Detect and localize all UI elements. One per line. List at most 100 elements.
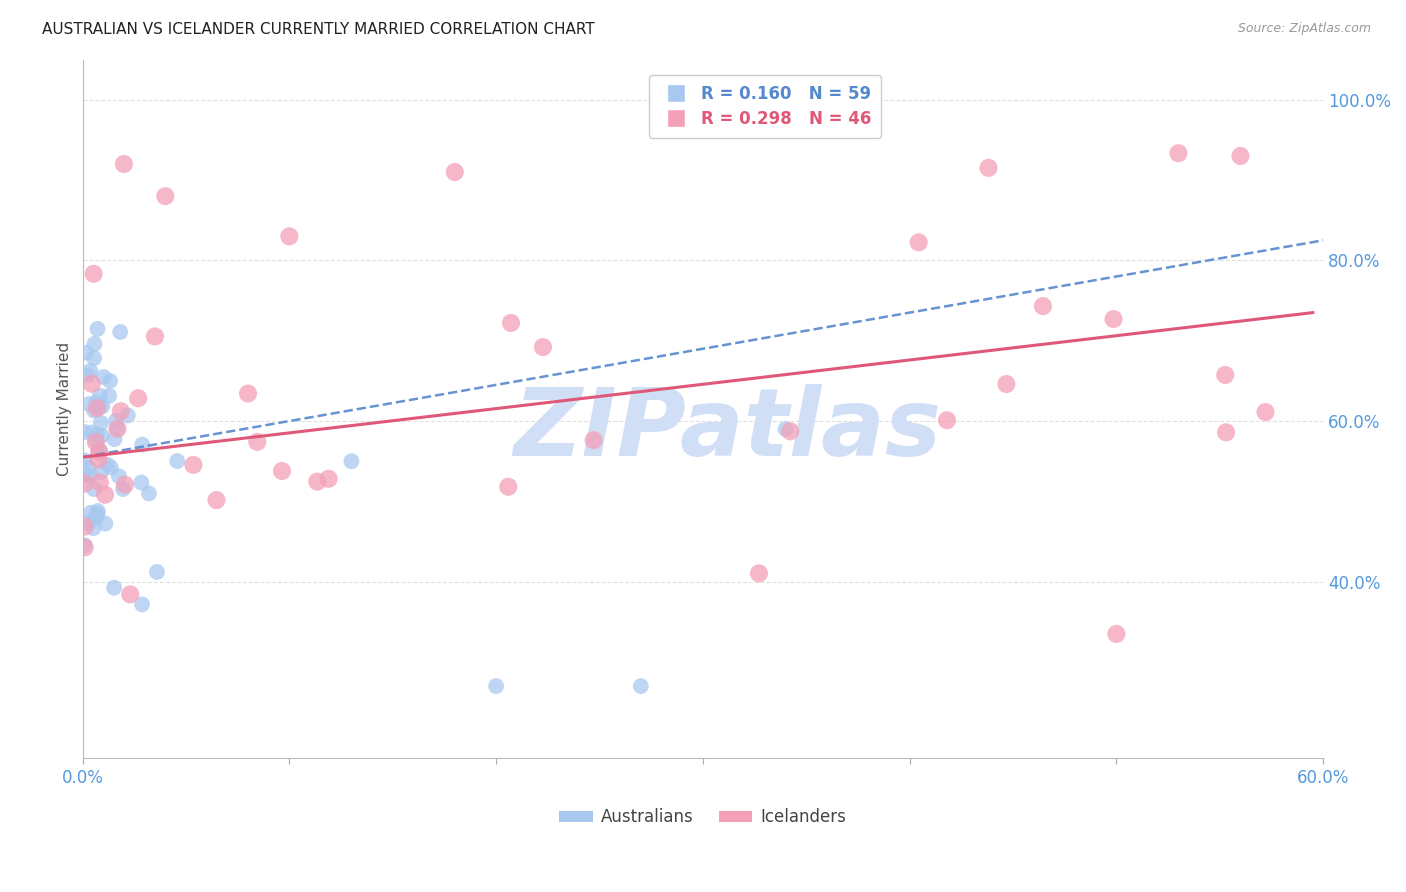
Point	[166, 454, 188, 468]
Point	[73, 476, 96, 491]
Point	[82, 521, 104, 535]
Point	[83, 403, 105, 417]
Point	[89, 475, 111, 490]
Point	[73, 519, 96, 533]
Point	[84, 435, 107, 450]
Point	[73, 538, 96, 552]
Point	[1102, 312, 1125, 326]
Point	[83, 267, 105, 281]
Point	[73, 541, 96, 555]
Point	[91, 400, 114, 414]
Point	[271, 464, 294, 478]
Point	[748, 566, 770, 581]
Point	[103, 581, 125, 595]
Point	[531, 340, 554, 354]
Point	[105, 421, 128, 435]
Point	[80, 376, 103, 391]
Point	[278, 229, 301, 244]
Point	[307, 475, 329, 489]
Point	[779, 425, 801, 439]
Point	[443, 165, 465, 179]
Point	[89, 389, 111, 403]
Point	[120, 587, 142, 601]
Point	[499, 316, 522, 330]
Point	[76, 368, 98, 383]
Point	[1105, 627, 1128, 641]
Point	[73, 425, 96, 439]
Point	[94, 488, 117, 502]
Point	[246, 434, 269, 449]
Point	[1229, 149, 1251, 163]
Point	[80, 425, 103, 440]
Point	[77, 397, 100, 411]
Point	[1215, 425, 1237, 440]
Point	[86, 507, 108, 521]
Y-axis label: Currently Married: Currently Married	[58, 342, 72, 476]
Point	[79, 468, 101, 483]
Point	[83, 351, 105, 365]
Point	[90, 416, 112, 430]
Point	[205, 493, 228, 508]
Point	[87, 452, 110, 467]
Point	[87, 401, 110, 415]
Point	[127, 391, 149, 405]
Point	[84, 510, 107, 524]
Point	[111, 482, 134, 496]
Point	[146, 565, 169, 579]
Point	[80, 506, 103, 520]
Point	[75, 345, 97, 359]
Point	[485, 679, 508, 693]
Point	[98, 389, 121, 403]
Point	[1167, 146, 1189, 161]
Point	[94, 516, 117, 531]
Point	[582, 433, 605, 447]
Point	[86, 508, 108, 523]
Point	[90, 465, 112, 479]
Point	[86, 322, 108, 336]
Point	[86, 427, 108, 442]
Legend: Australians, Icelanders: Australians, Icelanders	[553, 802, 853, 833]
Point	[87, 444, 110, 458]
Point	[977, 161, 1000, 175]
Point	[84, 395, 107, 409]
Point	[110, 404, 132, 418]
Text: ZIPatlas: ZIPatlas	[513, 384, 942, 476]
Point	[340, 454, 363, 468]
Point	[138, 486, 160, 500]
Point	[1032, 299, 1054, 313]
Point	[498, 480, 520, 494]
Point	[108, 325, 131, 339]
Point	[83, 482, 105, 496]
Point	[183, 458, 205, 472]
Point	[107, 422, 129, 436]
Point	[84, 434, 107, 448]
Point	[83, 336, 105, 351]
Point	[318, 472, 340, 486]
Point	[90, 428, 112, 442]
Point	[630, 679, 652, 693]
Point	[907, 235, 929, 250]
Point	[117, 409, 139, 423]
Point	[73, 468, 96, 483]
Point	[97, 458, 120, 472]
Text: Source: ZipAtlas.com: Source: ZipAtlas.com	[1237, 22, 1371, 36]
Point	[1213, 368, 1236, 382]
Point	[98, 374, 121, 388]
Point	[131, 475, 153, 490]
Point	[155, 189, 177, 203]
Point	[112, 157, 135, 171]
Point	[79, 364, 101, 378]
Point	[995, 377, 1018, 392]
Point	[73, 453, 96, 467]
Point	[936, 413, 959, 427]
Point	[131, 438, 153, 452]
Point	[77, 516, 100, 530]
Point	[100, 460, 122, 475]
Point	[86, 401, 108, 416]
Point	[89, 443, 111, 458]
Point	[87, 445, 110, 459]
Text: AUSTRALIAN VS ICELANDER CURRENTLY MARRIED CORRELATION CHART: AUSTRALIAN VS ICELANDER CURRENTLY MARRIE…	[42, 22, 595, 37]
Point	[143, 329, 166, 343]
Point	[114, 477, 136, 491]
Point	[1254, 405, 1277, 419]
